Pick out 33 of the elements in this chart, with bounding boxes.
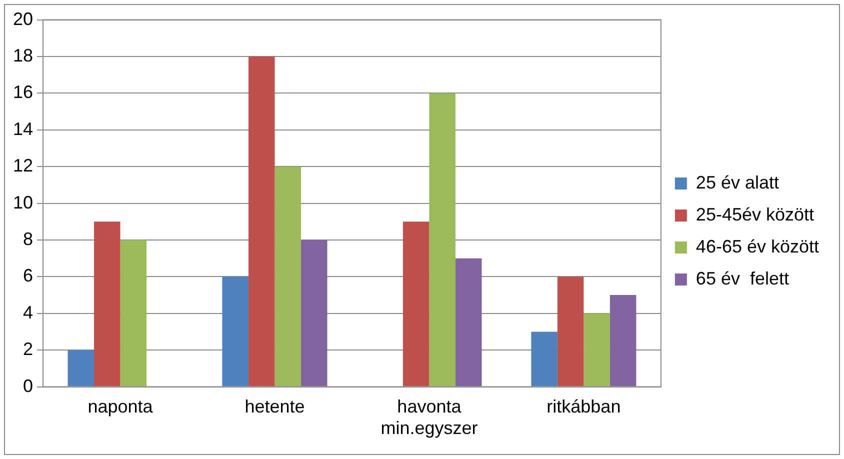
bar [300, 240, 328, 386]
bar [274, 166, 301, 386]
y-tick-label: 14 [12, 118, 34, 139]
legend-label: 25 év alatt [696, 172, 779, 192]
legend-label: 25-45év között [696, 204, 814, 224]
y-tick-label: 16 [12, 82, 34, 102]
bar [94, 222, 120, 386]
bar [248, 56, 275, 386]
bar [222, 276, 248, 386]
x-tick-label: naponta [88, 396, 154, 417]
bar [610, 295, 636, 386]
legend-label: 46-65 év között [696, 236, 820, 256]
bar [455, 258, 482, 386]
x-tick-label: ritkábban [546, 396, 621, 417]
y-tick-label: 10 [12, 192, 34, 212]
y-tick-label: 20 [12, 8, 34, 29]
bar [429, 93, 456, 386]
bar [120, 240, 147, 386]
bar [584, 313, 610, 386]
y-tick-label: 0 [23, 376, 34, 396]
y-tick-label: 4 [23, 302, 34, 322]
bar [402, 222, 430, 386]
x-tick-label: hetente [244, 396, 305, 417]
y-tick-label: 6 [23, 266, 34, 286]
y-tick-label: 2 [23, 339, 34, 360]
legend-label: 65 év felett [696, 268, 789, 288]
y-tick-label: 12 [12, 156, 34, 176]
bar [557, 276, 584, 386]
bar [68, 350, 94, 386]
y-tick-label: 18 [12, 45, 34, 66]
bar [531, 332, 558, 386]
y-tick-label: 8 [23, 228, 34, 249]
x-tick-label: havonta min.egyszer [380, 396, 478, 438]
